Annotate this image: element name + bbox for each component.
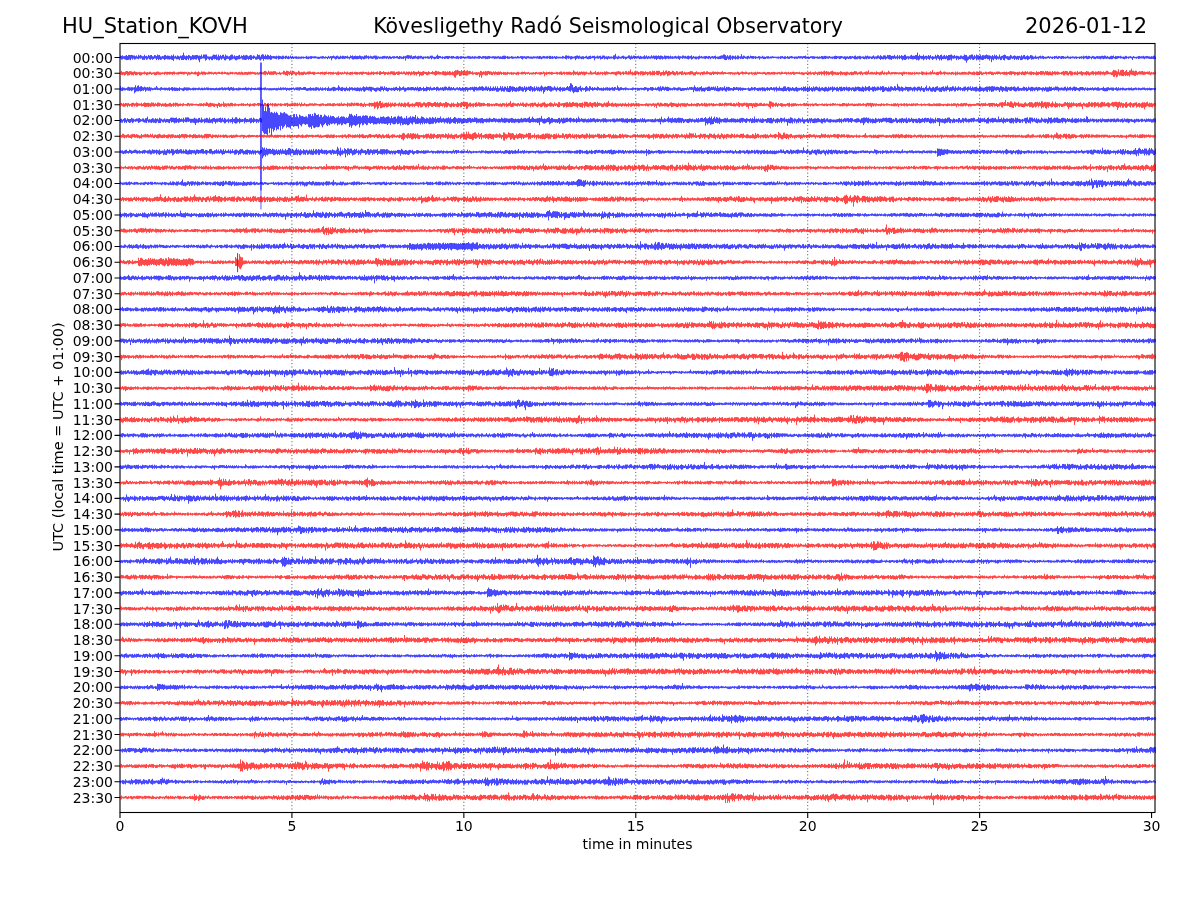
y-tick-label: 18:00	[53, 617, 113, 631]
y-tick-label: 21:00	[53, 712, 113, 726]
y-tick-label: 19:30	[53, 665, 113, 679]
x-tick-label: 25	[950, 819, 1010, 833]
x-tick-label: 5	[262, 819, 322, 833]
seismogram-canvas	[0, 0, 1200, 900]
y-axis-label: UTC (local time = UTC + 01:00)	[50, 322, 66, 551]
y-tick-label: 04:00	[53, 176, 113, 190]
y-tick-label: 20:30	[53, 696, 113, 710]
date-title: 2026-01-12	[1025, 15, 1147, 37]
y-tick-label: 23:00	[53, 775, 113, 789]
helicorder-figure: HU_Station_KOVH Kövesligethy Radó Seismo…	[0, 0, 1200, 900]
x-tick-label: 10	[434, 819, 494, 833]
x-tick-label: 15	[606, 819, 666, 833]
y-tick-label: 21:30	[53, 728, 113, 742]
y-tick-label: 06:00	[53, 239, 113, 253]
y-tick-label: 17:30	[53, 602, 113, 616]
y-tick-label: 06:30	[53, 255, 113, 269]
y-tick-label: 22:00	[53, 743, 113, 757]
x-tick-label: 0	[90, 819, 150, 833]
y-tick-label: 20:00	[53, 680, 113, 694]
y-tick-label: 01:00	[53, 82, 113, 96]
x-tick-label: 30	[1122, 819, 1182, 833]
y-tick-label: 03:00	[53, 145, 113, 159]
y-tick-label: 22:30	[53, 759, 113, 773]
y-tick-label: 05:00	[53, 208, 113, 222]
y-tick-label: 04:30	[53, 192, 113, 206]
y-tick-label: 02:30	[53, 129, 113, 143]
y-tick-label: 02:00	[53, 113, 113, 127]
y-tick-label: 03:30	[53, 161, 113, 175]
y-tick-label: 23:30	[53, 791, 113, 805]
y-tick-label: 16:00	[53, 554, 113, 568]
y-tick-label: 16:30	[53, 570, 113, 584]
x-tick-label: 20	[778, 819, 838, 833]
x-axis-label: time in minutes	[0, 836, 1200, 852]
y-tick-label: 08:00	[53, 302, 113, 316]
y-tick-label: 17:00	[53, 586, 113, 600]
y-tick-label: 07:30	[53, 287, 113, 301]
y-tick-label: 00:30	[53, 66, 113, 80]
y-tick-label: 05:30	[53, 224, 113, 238]
observatory-title: Kövesligethy Radó Seismological Observat…	[14, 15, 1200, 37]
y-tick-label: 01:30	[53, 98, 113, 112]
y-tick-label: 07:00	[53, 271, 113, 285]
y-tick-label: 00:00	[53, 51, 113, 65]
y-tick-label: 18:30	[53, 633, 113, 647]
y-tick-label: 19:00	[53, 649, 113, 663]
